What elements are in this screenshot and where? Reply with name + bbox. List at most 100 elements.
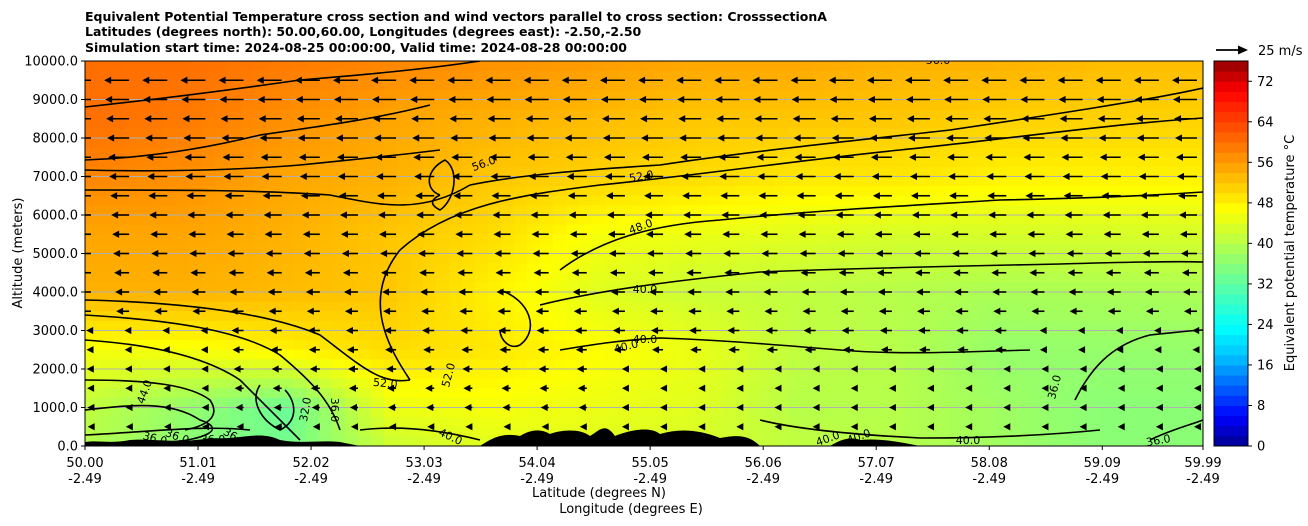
field-cell <box>657 147 671 158</box>
field-cell <box>1034 253 1048 264</box>
wind-vector-head <box>812 365 820 373</box>
wind-vector-head <box>374 134 382 142</box>
wind-vector-head <box>876 269 884 277</box>
field-cell <box>969 359 983 370</box>
field-cell <box>228 128 242 139</box>
field-cell <box>1086 224 1100 235</box>
field-cell <box>280 330 294 341</box>
field-cell <box>215 70 229 81</box>
field-cell <box>774 109 788 120</box>
field-cell <box>761 138 775 149</box>
wind-vector-head <box>261 172 269 181</box>
field-cell <box>137 128 151 139</box>
field-cell <box>592 243 606 255</box>
field-cell <box>150 301 164 312</box>
field-cell <box>1190 176 1203 187</box>
field-cell <box>917 320 931 332</box>
field-cell <box>150 186 164 197</box>
field-cell <box>592 157 606 168</box>
field-cell <box>995 186 1009 197</box>
wind-vector-head <box>918 326 926 335</box>
field-cell <box>1086 330 1100 341</box>
field-cell <box>150 407 164 418</box>
field-cell <box>215 369 229 380</box>
field-cell <box>1073 89 1087 101</box>
field-cell <box>371 263 385 274</box>
field-cell <box>293 61 307 72</box>
field-cell <box>553 243 567 255</box>
field-cell <box>761 369 775 380</box>
field-cell <box>345 128 359 139</box>
field-cell <box>917 263 931 274</box>
wind-vector-head <box>755 134 763 142</box>
field-cell <box>475 253 489 264</box>
wind-vector-head <box>1099 153 1107 161</box>
field-cell <box>930 166 944 178</box>
field-cell <box>1086 99 1100 110</box>
field-cell <box>410 301 424 312</box>
field-cell <box>319 320 333 332</box>
field-cell <box>228 388 242 399</box>
wind-vector-head <box>540 403 548 412</box>
field-cell <box>1060 80 1074 91</box>
field-cell <box>826 378 840 389</box>
field-cell <box>1190 89 1203 101</box>
field-cell <box>1177 147 1191 158</box>
field-cell <box>904 128 918 139</box>
wind-vector-head <box>523 76 531 84</box>
field-cell <box>1138 253 1152 264</box>
field-cell <box>371 138 385 149</box>
field-cell <box>124 282 138 293</box>
field-cell <box>124 186 138 197</box>
field-cell <box>241 176 255 187</box>
field-cell <box>228 292 242 303</box>
field-cell <box>1008 292 1022 303</box>
field-cell <box>189 147 203 158</box>
field-cell <box>774 253 788 264</box>
field-cell <box>774 166 788 178</box>
field-cell <box>592 224 606 235</box>
field-cell <box>592 282 606 293</box>
field-cell <box>1125 234 1139 245</box>
wind-vector-head <box>259 134 267 142</box>
field-cell <box>878 311 892 322</box>
wind-vector-head <box>943 76 951 84</box>
field-cell <box>1112 186 1126 197</box>
field-cell <box>774 195 788 206</box>
y-tick-label: 2000.0 <box>33 363 79 378</box>
field-cell <box>267 253 281 264</box>
field-cell <box>293 397 307 409</box>
wind-vector-head <box>1174 115 1181 123</box>
field-cell <box>358 320 372 332</box>
wind-vector-head <box>347 365 355 373</box>
field-cell <box>1034 243 1048 255</box>
field-cell <box>865 109 879 120</box>
wind-vector-head <box>571 269 579 277</box>
contour-line <box>1074 329 1203 401</box>
field-cell <box>423 349 437 360</box>
field-cell <box>657 195 671 206</box>
field-cell <box>813 282 827 293</box>
field-cell <box>618 224 632 235</box>
field-cell <box>436 282 450 293</box>
field-cell <box>592 397 606 409</box>
field-cell <box>800 61 814 72</box>
field-cell <box>163 282 177 293</box>
field-cell <box>1125 272 1139 283</box>
field-cell <box>475 157 489 168</box>
field-cell <box>267 407 281 418</box>
field-cell <box>163 311 177 322</box>
field-cell <box>241 282 255 293</box>
field-cell <box>592 89 606 101</box>
field-cell <box>85 388 99 399</box>
field-cell <box>722 147 736 158</box>
field-cell <box>657 138 671 149</box>
field-cell <box>176 176 190 187</box>
field-cell <box>1177 166 1191 178</box>
field-cell <box>1190 369 1203 380</box>
field-cell <box>1021 80 1035 91</box>
field-cell <box>1047 407 1061 418</box>
field-cell <box>813 311 827 322</box>
field-cell <box>748 224 762 235</box>
field-cell <box>332 301 346 312</box>
